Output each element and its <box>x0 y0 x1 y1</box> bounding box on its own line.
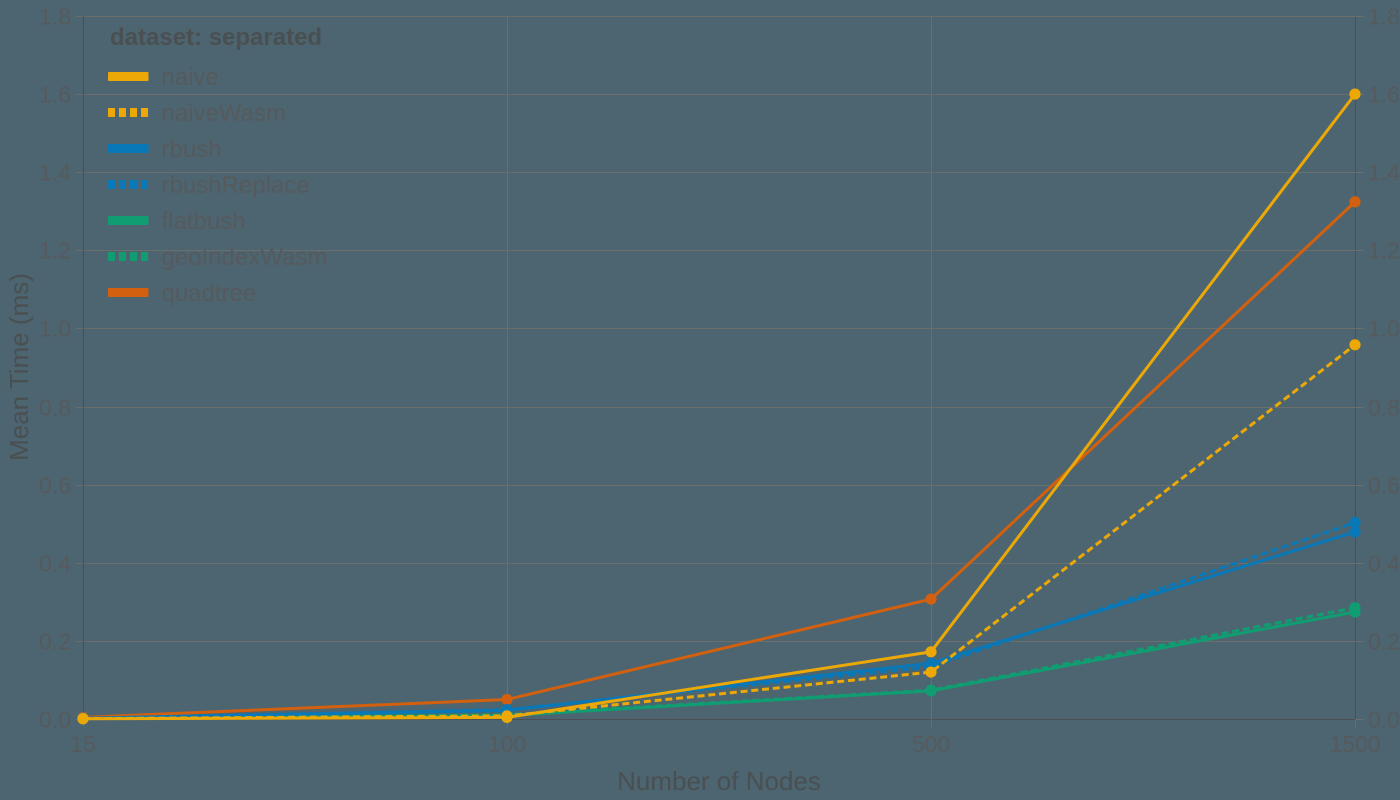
svg-text:1.6: 1.6 <box>39 82 71 108</box>
svg-text:0.6: 0.6 <box>39 473 71 499</box>
svg-text:100: 100 <box>488 731 526 757</box>
svg-text:0.2: 0.2 <box>1368 629 1400 655</box>
svg-text:0.4: 0.4 <box>1368 551 1400 577</box>
svg-text:naiveWasm: naiveWasm <box>162 100 286 127</box>
svg-text:1.0: 1.0 <box>39 316 71 342</box>
svg-text:1.8: 1.8 <box>1368 4 1400 30</box>
svg-text:15: 15 <box>70 731 96 757</box>
svg-text:Number of Nodes: Number of Nodes <box>617 766 821 796</box>
svg-text:0.8: 0.8 <box>39 395 71 421</box>
svg-text:0.6: 0.6 <box>1368 473 1400 499</box>
svg-text:1.2: 1.2 <box>1368 238 1400 264</box>
svg-text:geoIndexWasm: geoIndexWasm <box>162 244 328 271</box>
svg-text:1.0: 1.0 <box>1368 316 1400 342</box>
svg-text:0.0: 0.0 <box>39 707 71 733</box>
svg-text:1500: 1500 <box>1329 731 1380 757</box>
svg-text:dataset: separated: dataset: separated <box>110 24 322 51</box>
svg-text:rbushReplace: rbushReplace <box>162 172 310 199</box>
svg-text:0.8: 0.8 <box>1368 395 1400 421</box>
svg-text:1.6: 1.6 <box>1368 82 1400 108</box>
svg-text:0.2: 0.2 <box>39 629 71 655</box>
svg-text:0.0: 0.0 <box>1368 707 1400 733</box>
svg-text:flatbush: flatbush <box>162 208 246 235</box>
svg-text:naive: naive <box>162 64 219 91</box>
svg-text:Mean Time (ms): Mean Time (ms) <box>4 273 34 461</box>
svg-text:0.4: 0.4 <box>39 551 71 577</box>
svg-text:1.4: 1.4 <box>1368 160 1400 186</box>
svg-text:500: 500 <box>912 731 950 757</box>
svg-text:1.4: 1.4 <box>39 160 71 186</box>
svg-text:rbush: rbush <box>162 136 222 163</box>
svg-text:1.8: 1.8 <box>39 4 71 30</box>
svg-text:1.2: 1.2 <box>39 238 71 264</box>
svg-text:quadtree: quadtree <box>162 280 257 307</box>
